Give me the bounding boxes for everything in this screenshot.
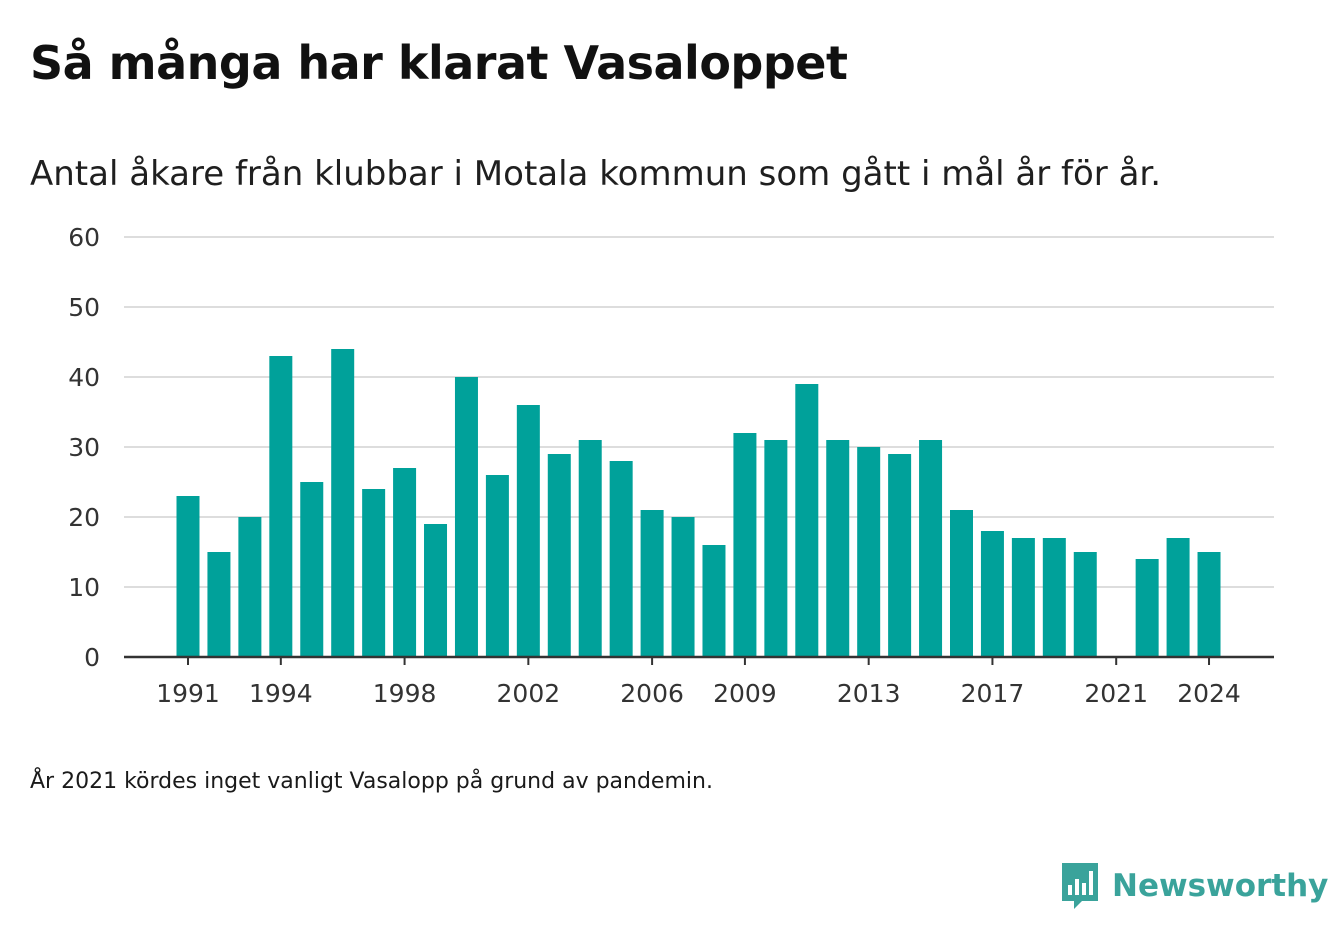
bar-1994 <box>269 356 293 657</box>
bar-2001 <box>485 475 509 657</box>
axes: 0 10 20 30 40 50 60 1991 1994 1998 2002 2006 2009 201… <box>68 223 1274 708</box>
bar-2005 <box>609 461 633 657</box>
gridlines <box>124 236 1274 588</box>
y-tick-label: 20 <box>68 503 100 532</box>
bar-1998 <box>393 468 417 657</box>
bar-1993 <box>238 517 262 657</box>
x-tick-label: 2024 <box>1177 679 1241 708</box>
bar-2002 <box>516 405 540 657</box>
chart-title: Så många har klarat Vasaloppet <box>30 36 848 90</box>
brand-name: Newsworthy <box>1112 868 1329 904</box>
bar-2023 <box>1166 538 1190 657</box>
chart-subtitle: Antal åkare från klubbar i Motala kommun… <box>30 154 1162 194</box>
y-tick-label: 30 <box>68 433 100 462</box>
bar-2024 <box>1197 552 1221 657</box>
bar-chart: 0 10 20 30 40 50 60 1991 1994 1998 2002 2006 2009 201… <box>68 223 1274 708</box>
y-tick-label: 60 <box>68 223 100 252</box>
bar-1996 <box>331 349 355 657</box>
x-tick-label: 2017 <box>961 679 1025 708</box>
bar-2015 <box>919 440 943 657</box>
y-tick-label: 0 <box>84 643 100 672</box>
bar-2009 <box>733 433 757 657</box>
x-tick-label: 2002 <box>497 679 561 708</box>
bar-1995 <box>300 482 324 657</box>
bar-2020 <box>1073 552 1097 657</box>
bar-2016 <box>950 510 973 657</box>
newsworthy-logo-icon <box>1062 863 1098 909</box>
x-tick-label: 1991 <box>156 679 220 708</box>
bar-1991 <box>176 496 200 657</box>
y-tick-label: 10 <box>68 573 100 602</box>
bar-2013 <box>857 447 881 657</box>
bar-1997 <box>362 489 386 657</box>
bar-2008 <box>702 545 726 657</box>
bar-2022 <box>1135 559 1159 657</box>
bar-2017 <box>980 531 1004 657</box>
y-tick-label: 50 <box>68 293 100 322</box>
bar-1992 <box>207 552 231 657</box>
y-tick-label: 40 <box>68 363 100 392</box>
bar-2006 <box>640 510 664 657</box>
bar-2012 <box>826 440 850 657</box>
x-tick-label: 2009 <box>713 679 777 708</box>
bars <box>176 349 1221 657</box>
bar-2007 <box>671 517 695 657</box>
x-tick-label: 1994 <box>249 679 313 708</box>
bar-2003 <box>547 454 571 657</box>
footnote: År 2021 kördes inget vanligt Vasalopp på… <box>30 769 713 794</box>
bar-2000 <box>454 377 478 657</box>
x-tick-label: 2013 <box>837 679 901 708</box>
bar-2014 <box>888 454 912 657</box>
bar-2004 <box>578 440 602 657</box>
brand-logo: Newsworthy <box>1060 860 1328 912</box>
bar-1999 <box>424 524 448 657</box>
bar-2018 <box>1011 538 1035 657</box>
x-tick-label: 1998 <box>373 679 437 708</box>
bar-2019 <box>1042 538 1066 657</box>
x-tick-label: 2021 <box>1084 679 1148 708</box>
bar-2011 <box>795 384 819 657</box>
x-tick-label: 2006 <box>620 679 684 708</box>
bar-2010 <box>764 440 788 657</box>
